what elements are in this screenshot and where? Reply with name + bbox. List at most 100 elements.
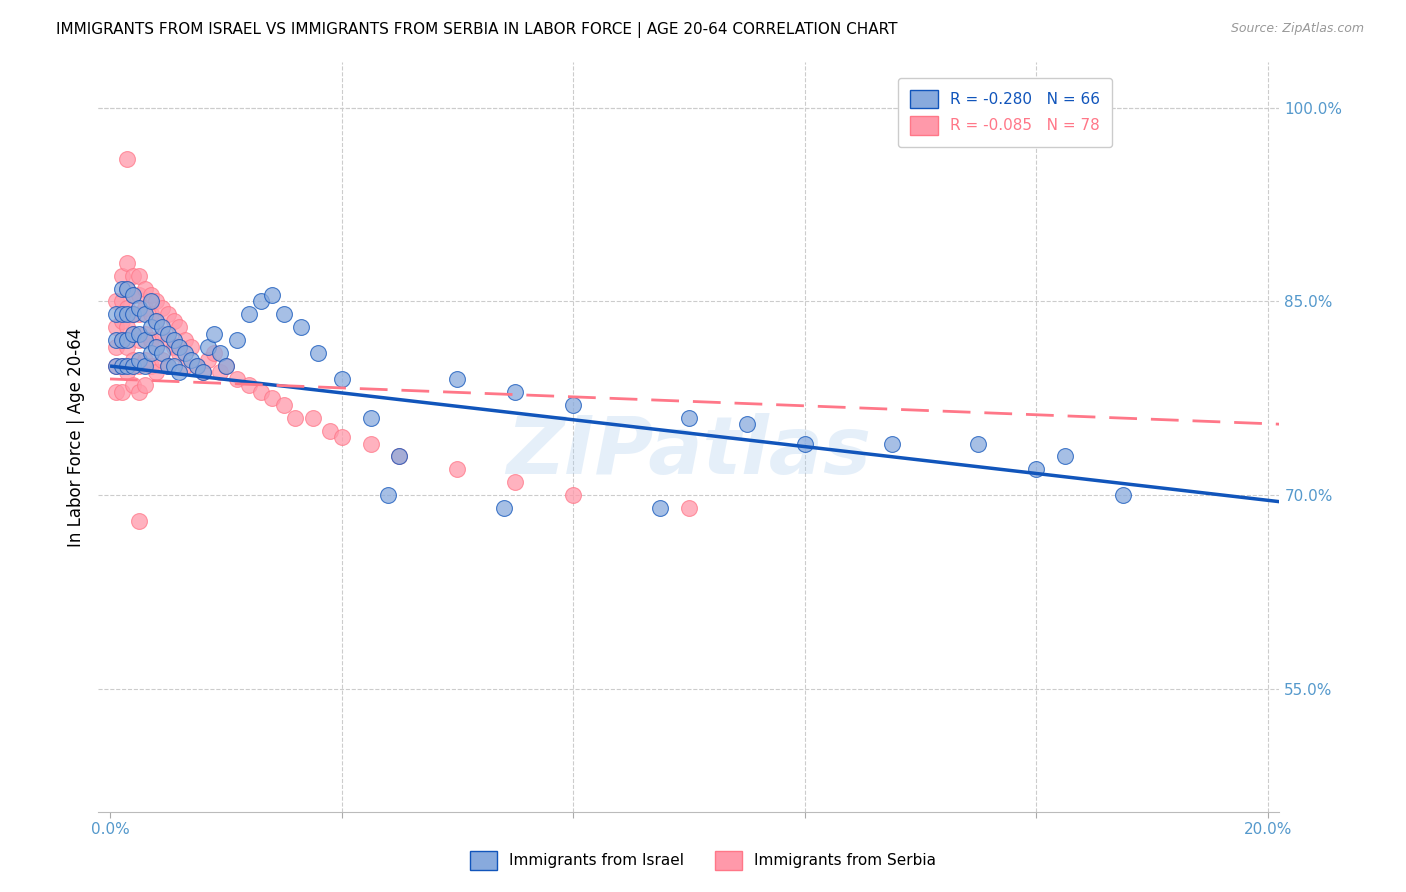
Point (104, 359, 127, 373)
Point (139, 346, 162, 360)
Point (319, 424, 342, 438)
Point (104, 384, 127, 399)
Point (388, 450, 411, 464)
Point (208, 346, 231, 360)
Point (174, 359, 197, 373)
Point (1112, 488, 1135, 502)
Point (145, 314, 167, 328)
Point (104, 333, 127, 347)
Point (215, 359, 238, 373)
Point (735, 417, 758, 432)
Point (191, 366, 214, 380)
Point (145, 314, 167, 328)
Point (128, 307, 150, 321)
Y-axis label: In Labor Force | Age 20-64: In Labor Force | Age 20-64 (66, 327, 84, 547)
Point (104, 294, 127, 309)
Point (208, 366, 231, 380)
Point (1025, 462, 1047, 476)
Point (145, 294, 167, 309)
Point (226, 372, 249, 386)
Point (139, 320, 162, 334)
Point (139, 288, 162, 302)
Point (562, 488, 585, 502)
Point (128, 268, 150, 283)
Point (117, 366, 139, 380)
Point (174, 346, 197, 360)
Point (215, 359, 238, 373)
Point (128, 333, 150, 347)
Point (503, 475, 526, 490)
Point (139, 307, 162, 321)
Point (139, 359, 162, 373)
Point (128, 384, 150, 399)
Point (110, 359, 132, 373)
Point (150, 352, 173, 367)
Point (793, 436, 815, 450)
Point (122, 359, 145, 373)
Point (139, 294, 162, 309)
Point (122, 326, 145, 341)
Text: Source: ZipAtlas.com: Source: ZipAtlas.com (1230, 22, 1364, 36)
Point (186, 359, 208, 373)
Point (446, 372, 468, 386)
Point (110, 384, 132, 399)
Point (150, 301, 173, 315)
Point (110, 294, 132, 309)
Point (150, 326, 173, 341)
Point (156, 326, 179, 341)
Point (122, 378, 145, 392)
Point (562, 398, 585, 412)
Point (117, 153, 139, 167)
Point (128, 288, 150, 302)
Point (169, 340, 191, 354)
Point (186, 359, 208, 373)
Point (117, 255, 139, 269)
Point (169, 346, 191, 360)
Point (163, 314, 186, 328)
Point (104, 320, 127, 334)
Point (122, 326, 145, 341)
Point (169, 320, 191, 334)
Point (180, 352, 202, 367)
Point (678, 501, 700, 516)
Point (156, 333, 179, 347)
Point (117, 307, 139, 321)
Point (330, 372, 353, 386)
Point (110, 333, 132, 347)
Text: IMMIGRANTS FROM ISRAEL VS IMMIGRANTS FROM SERBIA IN LABOR FORCE | AGE 20-64 CORR: IMMIGRANTS FROM ISRAEL VS IMMIGRANTS FRO… (56, 22, 898, 38)
Point (104, 307, 127, 321)
Point (117, 281, 139, 295)
Point (880, 436, 903, 450)
Point (1054, 450, 1077, 464)
Point (273, 307, 295, 321)
Point (377, 488, 399, 502)
Point (301, 410, 323, 425)
Point (180, 340, 202, 354)
Point (104, 359, 127, 373)
Point (122, 268, 145, 283)
Point (110, 359, 132, 373)
Point (262, 288, 284, 302)
Point (117, 340, 139, 354)
Point (388, 450, 411, 464)
Point (117, 359, 139, 373)
Point (503, 384, 526, 399)
Text: ZIPatlas: ZIPatlas (506, 413, 872, 491)
Point (134, 326, 156, 341)
Point (307, 346, 329, 360)
Point (492, 501, 515, 516)
Point (360, 410, 382, 425)
Point (134, 307, 156, 321)
Point (134, 281, 156, 295)
Point (128, 301, 150, 315)
Point (446, 462, 468, 476)
Point (202, 346, 225, 360)
Point (110, 268, 132, 283)
Point (122, 288, 145, 302)
Point (150, 346, 173, 360)
Point (128, 326, 150, 341)
Point (284, 410, 307, 425)
Point (156, 359, 179, 373)
Point (191, 366, 214, 380)
Point (156, 307, 179, 321)
